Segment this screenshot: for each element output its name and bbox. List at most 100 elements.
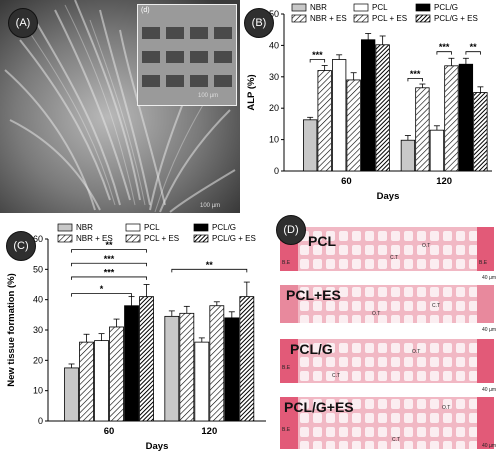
legend-swatch-3: [125, 234, 141, 243]
tag-ct-4: C.T: [392, 437, 401, 443]
legend-swatch-2: [125, 223, 141, 232]
bar-pcl-60: [332, 59, 347, 172]
y-tick-label-2: 20: [269, 103, 279, 113]
x-axis-label: Days: [146, 441, 169, 452]
tag-ct-2: C.T: [432, 303, 441, 309]
tag-ot-3: O.T: [412, 349, 421, 355]
significance-bracket-2: [436, 51, 452, 55]
tag-be-4: B.E: [282, 427, 291, 433]
panel-label-a: (A): [8, 8, 38, 38]
significance-label-0: *: [100, 284, 104, 294]
legend-label-0: NBR: [310, 3, 327, 12]
significance-label-3: **: [470, 42, 478, 52]
bar-nbr-es-120: [179, 312, 195, 422]
bar-pcl-60: [94, 340, 109, 422]
legend-label-4: PCL/G: [434, 3, 458, 12]
x-axis-label: Days: [377, 191, 400, 202]
histology-label-pcl-es: PCL+ES: [286, 287, 341, 303]
legend-swatch-5: [415, 14, 431, 23]
histology-panel: (D) PCL PCL+ES PCL/G PCL/G+ES B.E B.E C.…: [272, 215, 500, 456]
y-tick-label-1: 10: [33, 386, 43, 396]
tag-ct-1: C.T: [390, 255, 399, 261]
tag-ot-1: O.T: [422, 243, 431, 249]
scaffold-grid-image: [138, 5, 236, 105]
scale-bar-label: 100 µm: [200, 203, 221, 209]
bar-pcl-120: [429, 129, 445, 172]
scale-tag-3: 40 µm: [482, 387, 496, 393]
significance-bracket-0: [309, 59, 326, 63]
x-tick-label-0: 60: [341, 176, 352, 187]
significance-label-1: ***: [410, 69, 421, 79]
panel-label-c: (C): [6, 231, 36, 261]
alp-chart-panel: 0 10 20 30 40 50 ALP (%) Days 60 120 *** *** *** ** NB…: [242, 0, 500, 213]
legend-label-0: NBR: [76, 223, 93, 232]
bar-pcl-es-60: [346, 79, 361, 172]
histology-strip-4: [280, 397, 494, 449]
sem-micrograph-panel: (d) 100 µm 100 µm (A): [0, 0, 240, 213]
panel-label-d: (D): [276, 215, 306, 245]
bar-pcl-g-es-120: [239, 296, 255, 422]
legend-label-3: PCL + ES: [144, 234, 179, 243]
scale-tag-1: 40 µm: [482, 275, 496, 281]
histology-images: [280, 227, 494, 449]
bar-pcl-g-es-60: [139, 296, 154, 422]
y-tick-label-3: 30: [33, 325, 43, 335]
significance-label-3: **: [106, 240, 114, 250]
legend-swatch-2: [353, 3, 369, 12]
y-axis-label: New tissue formation (%): [6, 273, 17, 387]
bar-pcl-g-120: [458, 63, 474, 172]
significance-bracket-2: [71, 262, 147, 267]
tag-ot-2: O.T: [372, 311, 381, 317]
inset-scale-bar: 100 µm: [198, 93, 219, 99]
bar-pcl-es-120: [209, 305, 225, 422]
bar-nbr-120: [400, 139, 416, 172]
significance-bracket-4: [171, 268, 248, 273]
legend-swatch-5: [193, 234, 209, 243]
bar-nbr-es-60: [317, 70, 332, 172]
y-axis-label: ALP (%): [246, 74, 257, 110]
significance-bracket-3: [465, 51, 481, 55]
significance-bracket-1: [407, 77, 423, 82]
significance-bracket-1: [71, 276, 147, 280]
y-tick-label-6: 60: [33, 234, 43, 244]
y-tick-label-4: 40: [33, 295, 43, 305]
x-tick-label-1: 120: [436, 176, 452, 187]
histology-label-pcl: PCL: [308, 233, 336, 249]
bar-pcl-g-60: [124, 305, 139, 422]
tag-ot-4: O.T: [442, 405, 451, 411]
sem-inset-image: (d) 100 µm: [137, 4, 237, 106]
legend-swatch-3: [353, 14, 369, 23]
bar-nbr-120: [164, 315, 180, 422]
scale-tag-2: 40 µm: [482, 327, 496, 333]
bar-pcl-g-es-60: [375, 44, 390, 172]
y-tick-label-3: 30: [269, 72, 279, 82]
bar-pcl-es-120: [444, 65, 459, 172]
bar-pcl-g-60: [361, 39, 376, 172]
bar-nbr-es-60: [79, 341, 94, 422]
legend-swatch-1: [57, 234, 73, 243]
tissue-bar-chart: 0 10 20 30 40 50 60 New tissue formation (%) Day…: [6, 223, 266, 452]
bar-nbr-es-120: [415, 87, 430, 172]
panel-label-b: (B): [244, 8, 274, 38]
tissue-chart-panel: 0 10 20 30 40 50 60 New tissue formation (%) Day…: [0, 215, 272, 456]
legend-label-2: PCL: [144, 223, 160, 232]
tag-be-2: B.E: [479, 260, 488, 266]
legend-label-5: PCL/G + ES: [434, 14, 478, 23]
legend-label-2: PCL: [372, 3, 388, 12]
y-tick-label-2: 20: [33, 355, 43, 365]
y-tick-label-0: 0: [274, 166, 279, 176]
legend-swatch-1: [291, 14, 307, 23]
significance-label-0: ***: [312, 50, 323, 60]
significance-bracket-3: [71, 249, 147, 253]
x-tick-label-0: 60: [104, 426, 115, 437]
y-tick-label-5: 50: [33, 264, 43, 274]
significance-label-2: ***: [439, 42, 450, 52]
legend-swatch-0: [57, 223, 73, 232]
significance-label-4: **: [206, 260, 214, 270]
bar-nbr-60: [64, 367, 79, 422]
inset-label: (d): [141, 7, 150, 14]
significance-label-2: ***: [104, 254, 115, 264]
histology-strip-2: [280, 285, 494, 323]
y-tick-label-4: 40: [269, 40, 279, 50]
